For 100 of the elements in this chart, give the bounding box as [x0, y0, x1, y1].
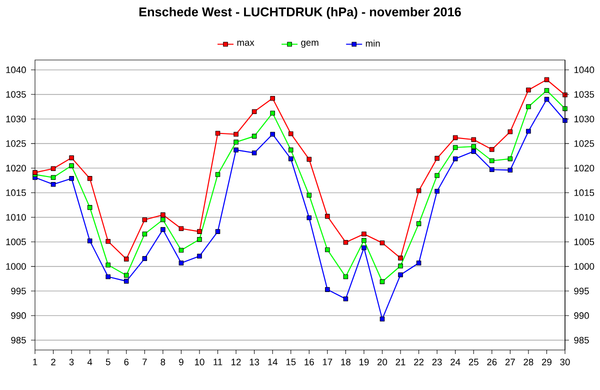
- x-tick-label: 5: [106, 358, 110, 366]
- x-tick-label: 21: [396, 358, 406, 366]
- x-tick-label: 28: [524, 358, 534, 366]
- y-tick-label: 990: [574, 312, 589, 319]
- y-tick-label: 1035: [574, 91, 594, 98]
- point: [69, 155, 74, 160]
- x-tick-label: 24: [450, 358, 460, 366]
- y2-tick-label: 1025: [6, 140, 26, 147]
- chart-title: Enschede West - LUCHTDRUK (hPa) - november 2016: [139, 7, 461, 19]
- point: [380, 316, 385, 322]
- point: [142, 232, 148, 236]
- y-tick-label: 1000: [574, 263, 594, 270]
- y2-tick-label: 985: [11, 336, 26, 344]
- legend-label: max: [237, 40, 254, 46]
- point: [160, 212, 166, 218]
- point: [106, 274, 111, 280]
- point: [434, 173, 440, 178]
- y2-tick-label: 1015: [6, 189, 26, 196]
- point: [270, 132, 275, 137]
- y-tick-label: 1015: [574, 189, 594, 196]
- point: [343, 274, 348, 280]
- x-tick-label: 16: [304, 358, 314, 366]
- point: [489, 158, 494, 164]
- y-tick-label: 1005: [574, 238, 594, 246]
- y-tick-label: 1030: [574, 116, 594, 122]
- point: [526, 104, 531, 110]
- point: [270, 96, 275, 101]
- y2-tick-label: 1030: [6, 116, 26, 122]
- point: [452, 135, 458, 140]
- point: [306, 192, 312, 198]
- x-tick-label: 23: [432, 358, 442, 366]
- x-tick-label: 22: [414, 358, 424, 366]
- point: [362, 232, 366, 236]
- point: [343, 240, 348, 245]
- x-tick-label: 30: [560, 358, 570, 366]
- x-tick-label: 18: [341, 358, 350, 366]
- y-tick-label: 1040: [574, 66, 594, 74]
- point: [452, 145, 458, 150]
- point: [489, 147, 494, 152]
- x-tick-label: 13: [250, 358, 260, 366]
- x-tick-label: 29: [542, 358, 552, 366]
- point: [544, 77, 550, 82]
- point: [106, 238, 111, 244]
- y-tick-label: 1020: [574, 164, 594, 172]
- point: [50, 166, 56, 172]
- point: [69, 163, 74, 168]
- point: [160, 227, 166, 232]
- point: [160, 217, 166, 222]
- point: [471, 149, 476, 154]
- point: [252, 109, 257, 114]
- point: [87, 238, 92, 244]
- legend-label: gem: [301, 40, 318, 48]
- x-tick-label: 26: [487, 358, 497, 366]
- point: [325, 287, 330, 292]
- point: [489, 167, 494, 172]
- point: [50, 175, 56, 180]
- point: [471, 144, 476, 149]
- x-tick-label: 1: [33, 358, 38, 366]
- point: [398, 272, 403, 278]
- x-tick-label: 10: [195, 358, 204, 366]
- point: [288, 148, 294, 152]
- x-tick-label: 20: [378, 358, 388, 366]
- point: [124, 272, 129, 278]
- point: [362, 245, 366, 250]
- point: [306, 215, 312, 220]
- point: [234, 140, 238, 144]
- point: [234, 132, 238, 137]
- x-tick-label: 9: [179, 358, 184, 366]
- point: [343, 296, 348, 302]
- x-tick-label: 15: [286, 358, 296, 366]
- x-tick-label: 4: [87, 358, 92, 366]
- y-tick-label: 995: [574, 288, 589, 294]
- point: [434, 156, 440, 161]
- x-tick-label: 12: [232, 358, 241, 366]
- point: [544, 96, 550, 102]
- x-tick-label: 3: [69, 358, 74, 366]
- point: [508, 129, 513, 134]
- point: [215, 172, 220, 177]
- y2-tick-label: 995: [11, 288, 26, 294]
- point: [416, 221, 422, 226]
- x-tick-label: 14: [268, 358, 278, 366]
- point: [471, 137, 476, 142]
- x-tick-label: 25: [468, 358, 478, 366]
- y2-tick-label: 1020: [6, 164, 26, 172]
- point: [362, 238, 366, 243]
- y2-tick-label: 1040: [6, 66, 26, 74]
- y-tick-label: 985: [574, 336, 589, 344]
- point: [197, 229, 202, 234]
- point: [142, 256, 148, 261]
- point: [270, 110, 275, 116]
- point: [508, 168, 513, 173]
- point: [69, 176, 74, 181]
- point: [197, 254, 202, 259]
- point: [434, 188, 440, 194]
- x-tick-label: 17: [322, 358, 332, 366]
- point: [124, 278, 129, 284]
- point: [452, 156, 458, 162]
- x-tick-label: 6: [124, 358, 129, 366]
- point: [398, 264, 403, 268]
- point: [288, 156, 294, 162]
